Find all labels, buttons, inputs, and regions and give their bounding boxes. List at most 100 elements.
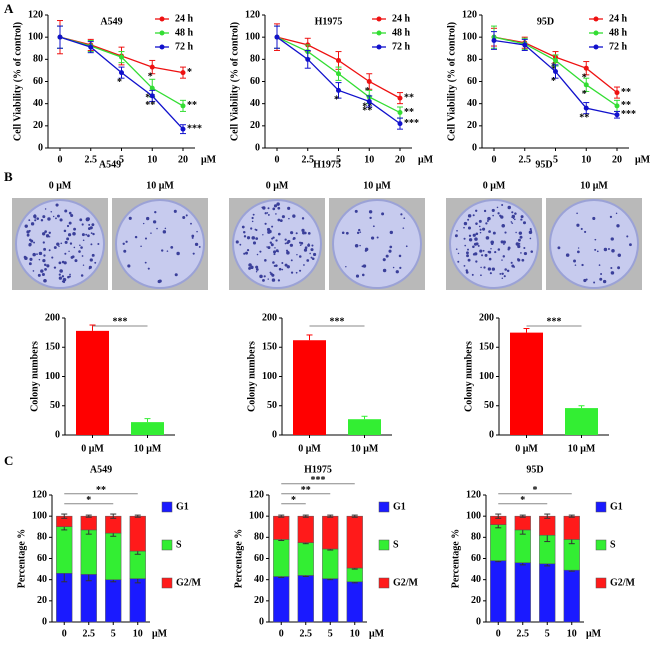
colony (243, 235, 247, 238)
colony (488, 230, 491, 233)
colony (74, 259, 78, 263)
y-tick-label: 0 (476, 616, 481, 627)
significance: * (117, 77, 122, 88)
legend-label: G2/M (176, 577, 202, 588)
colony (594, 238, 597, 241)
colony (400, 213, 403, 216)
colony (270, 243, 274, 247)
colony (270, 272, 273, 275)
colony (475, 232, 479, 236)
colony (276, 202, 280, 206)
colony (267, 207, 270, 210)
colony (43, 254, 46, 257)
colony (89, 258, 93, 262)
colony (517, 258, 520, 261)
colony (243, 252, 246, 255)
legend-label: 24 h (609, 13, 628, 24)
colony (255, 270, 258, 273)
colony (263, 275, 266, 278)
colony (68, 275, 71, 278)
y-tick-label: 100 (245, 31, 260, 42)
colony (281, 268, 284, 271)
colony (262, 234, 264, 236)
colony (299, 244, 302, 247)
colony (506, 269, 510, 273)
colony (491, 208, 495, 213)
colony (503, 243, 505, 245)
x-tick-label: 10 μM (568, 443, 596, 454)
colony (361, 273, 365, 277)
colony (310, 256, 313, 259)
marker (397, 110, 403, 116)
x-tick-label: 0 (58, 154, 63, 165)
bar-segment (346, 581, 363, 623)
colony (72, 233, 75, 235)
y-tick-label: 50 (50, 400, 60, 411)
colony (191, 234, 195, 238)
colony (599, 277, 603, 281)
colony (53, 266, 57, 269)
colony (71, 255, 75, 259)
colony (284, 238, 287, 241)
x-tick-label: 5 (111, 628, 116, 639)
bar-segment (539, 515, 556, 536)
colony (362, 264, 367, 268)
colony (154, 211, 157, 214)
colony (48, 249, 51, 252)
y-tick-label: 80 (467, 54, 477, 65)
marker (180, 126, 186, 132)
colony (185, 214, 188, 217)
bar (131, 422, 164, 435)
colony (610, 271, 615, 275)
colony (300, 241, 304, 245)
colony (511, 214, 516, 219)
colony (90, 243, 93, 246)
bar (76, 330, 109, 435)
colony (55, 203, 59, 207)
y-axis-label: Colony numbers (463, 341, 474, 412)
colony (94, 261, 97, 264)
colony (273, 250, 277, 254)
colony (617, 253, 622, 257)
colony (43, 247, 47, 251)
significance: * (520, 495, 525, 506)
marker (614, 112, 620, 118)
y-tick-label: 100 (45, 371, 60, 382)
chart-title: 95D (535, 159, 552, 170)
legend-swatch (595, 501, 607, 513)
colony (87, 234, 90, 238)
x-unit: μM (418, 154, 434, 165)
legend-marker (376, 44, 382, 50)
legend-label: G1 (610, 501, 623, 512)
colony (125, 240, 128, 243)
legend-swatch (378, 577, 390, 589)
y-tick-label: 120 (249, 489, 264, 500)
marker (149, 64, 155, 70)
y-tick-label: 0 (489, 429, 494, 440)
y-tick-label: 80 (37, 532, 47, 543)
colony (264, 222, 267, 225)
colony (123, 249, 127, 253)
photo-label: 10 μM (363, 180, 391, 191)
colony (592, 216, 596, 221)
colony (466, 254, 469, 258)
significance: ** (404, 92, 414, 103)
colony (66, 224, 70, 228)
significance: * (582, 89, 587, 100)
colony (246, 236, 251, 240)
colony (28, 219, 31, 222)
colony (239, 243, 242, 246)
y-tick-label: 80 (254, 532, 264, 543)
colony (92, 232, 95, 236)
colony (61, 275, 65, 278)
colony (264, 212, 267, 215)
y-tick-label: 200 (262, 312, 277, 323)
colony (485, 222, 488, 225)
colony (382, 258, 386, 262)
marker (614, 103, 620, 109)
colony (455, 248, 458, 250)
colony (274, 264, 278, 268)
colony (268, 229, 272, 234)
y-tick-label: 0 (259, 616, 264, 627)
colony (40, 269, 44, 273)
